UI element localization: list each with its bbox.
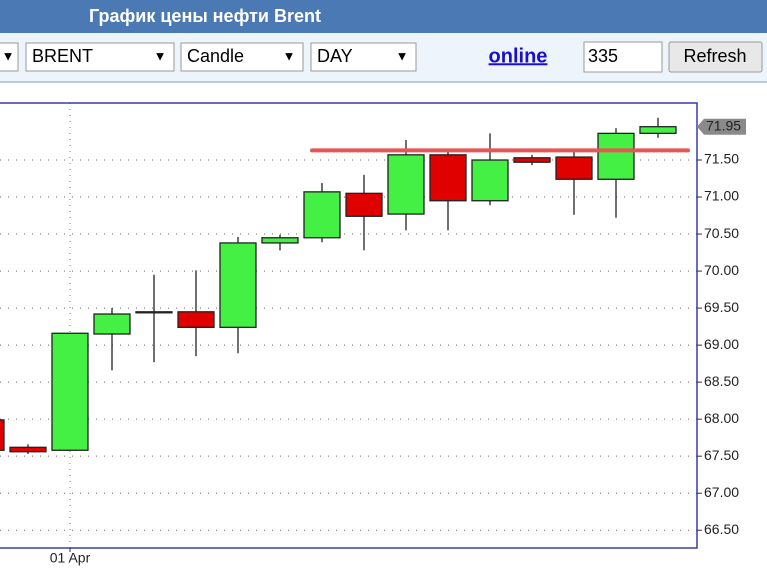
header-bar: [0, 0, 767, 33]
candle-body: [555, 156, 593, 180]
y-tick-label: 70.50: [704, 225, 739, 241]
candle-body: [9, 446, 47, 453]
candle-body: [219, 242, 257, 329]
select-arrow: ▼: [154, 48, 167, 63]
select[interactable]: [310, 42, 417, 72]
candle-body: [513, 157, 551, 163]
count-input[interactable]: [583, 41, 663, 73]
y-tick-label: 67.00: [704, 484, 739, 500]
y-tick-label: 71.00: [704, 188, 739, 204]
y-tick-label: 68.50: [704, 373, 739, 389]
select-value: BRENT: [32, 46, 93, 66]
partial-select[interactable]: ▼: [0, 42, 19, 72]
candle-body: [93, 313, 131, 335]
candle-body: [177, 311, 215, 329]
y-tick-label: 66.50: [704, 521, 739, 537]
candle-body: [51, 332, 89, 451]
x-tick-label: 01 Apr: [50, 550, 91, 566]
y-tick-label: 69.50: [704, 299, 739, 315]
select[interactable]: [180, 42, 304, 72]
last-price-box: [697, 118, 746, 135]
candle-body: [0, 419, 5, 451]
candle-body: [597, 132, 635, 180]
select-value: DAY: [317, 46, 353, 66]
candle-body: [345, 192, 383, 217]
candle-body: [471, 159, 509, 202]
header-title: График цены нефти Brent: [89, 6, 321, 26]
svg-text:▼: ▼: [2, 48, 15, 63]
candle-body: [135, 311, 173, 314]
candle-body: [639, 126, 677, 135]
candle-body: [261, 237, 299, 244]
count-input-value: 335: [588, 46, 618, 66]
select[interactable]: [25, 42, 175, 72]
candle-body: [429, 154, 467, 202]
plot-frame: [0, 102, 698, 549]
last-price-label: 71.95: [706, 117, 741, 133]
y-tick-label: 68.00: [704, 410, 739, 426]
select-value: Candle: [187, 46, 244, 66]
y-tick-label: 69.00: [704, 336, 739, 352]
refresh-button-label: Refresh: [683, 46, 746, 66]
select-arrow: ▼: [396, 48, 409, 63]
online-link[interactable]: online: [489, 45, 548, 67]
refresh-button[interactable]: [668, 41, 763, 73]
candle-body: [303, 191, 341, 239]
y-tick-label: 70.00: [704, 262, 739, 278]
y-tick-label: 67.50: [704, 447, 739, 463]
y-tick-label: 71.50: [704, 151, 739, 167]
candle-body: [387, 154, 425, 215]
select-arrow: ▼: [283, 48, 296, 63]
